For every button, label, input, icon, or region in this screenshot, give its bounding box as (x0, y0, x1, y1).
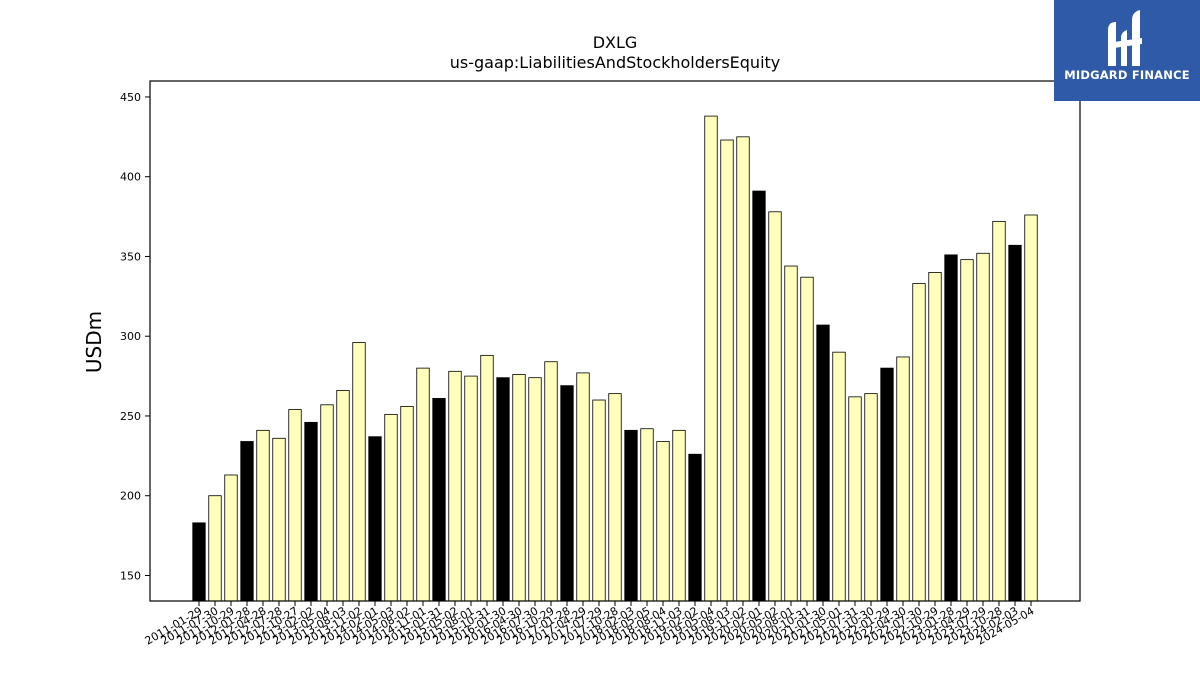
bar (528, 377, 542, 602)
bar (832, 351, 846, 602)
bar (480, 354, 494, 602)
bar (1008, 244, 1022, 602)
bar (512, 374, 526, 602)
plot-frame (149, 80, 1081, 602)
bar (592, 399, 606, 602)
bar (800, 276, 814, 602)
bar (320, 404, 334, 602)
bar (768, 211, 782, 602)
bar (880, 367, 894, 602)
bar (720, 139, 734, 602)
bar (192, 522, 206, 602)
bar (416, 367, 430, 602)
y-axis-label: USDm (82, 311, 106, 373)
bar (240, 441, 254, 602)
midgard-logo: MIDGARD FINANCE (1054, 0, 1200, 101)
x-axis: 2011-01-292011-07-302011-10-292012-01-28… (143, 601, 1037, 648)
bar (336, 390, 350, 602)
bar (784, 265, 798, 602)
bar (368, 436, 382, 602)
chart-subtitle: us-gaap:LiabilitiesAndStockholdersEquity (450, 53, 781, 72)
bar (624, 429, 638, 602)
bar (704, 115, 718, 602)
y-tick-label: 350 (120, 250, 141, 263)
midgard-logo-icon (1108, 10, 1142, 66)
bar (752, 190, 766, 602)
bar (992, 220, 1006, 602)
bar (288, 409, 302, 602)
bar (448, 370, 462, 602)
bar (912, 283, 926, 602)
y-axis: 150 200 250 300 350 400 450 (120, 91, 150, 582)
chart-title: DXLG (593, 33, 638, 52)
y-tick-label: 200 (120, 490, 141, 503)
bar (864, 393, 878, 602)
bar (736, 136, 750, 602)
bar (688, 453, 702, 602)
bar (1024, 214, 1038, 602)
y-tick-label: 300 (120, 330, 141, 343)
bar (656, 441, 670, 602)
bar (976, 252, 990, 602)
bar (208, 495, 222, 602)
bar (304, 421, 318, 602)
bar (256, 429, 270, 602)
y-tick-label: 400 (120, 171, 141, 184)
bar (960, 259, 974, 602)
bar (384, 413, 398, 602)
bars-group (192, 115, 1038, 602)
bar (816, 324, 830, 602)
bar (272, 437, 286, 602)
bar (496, 377, 510, 602)
bar (848, 396, 862, 602)
bar (576, 372, 590, 602)
bar (544, 361, 558, 602)
bar (928, 272, 942, 602)
bar (896, 356, 910, 602)
logo-text: MIDGARD FINANCE (1064, 68, 1190, 82)
bar (608, 393, 622, 602)
bar (640, 428, 654, 602)
bar (432, 398, 446, 602)
bar (944, 254, 958, 602)
y-tick-label: 450 (120, 91, 141, 104)
bar (400, 405, 414, 602)
bar (464, 375, 478, 602)
bar (352, 342, 366, 602)
bar (560, 385, 574, 602)
y-tick-label: 250 (120, 410, 141, 423)
y-tick-label: 150 (120, 569, 141, 582)
bar (672, 429, 686, 602)
bar (224, 474, 238, 602)
